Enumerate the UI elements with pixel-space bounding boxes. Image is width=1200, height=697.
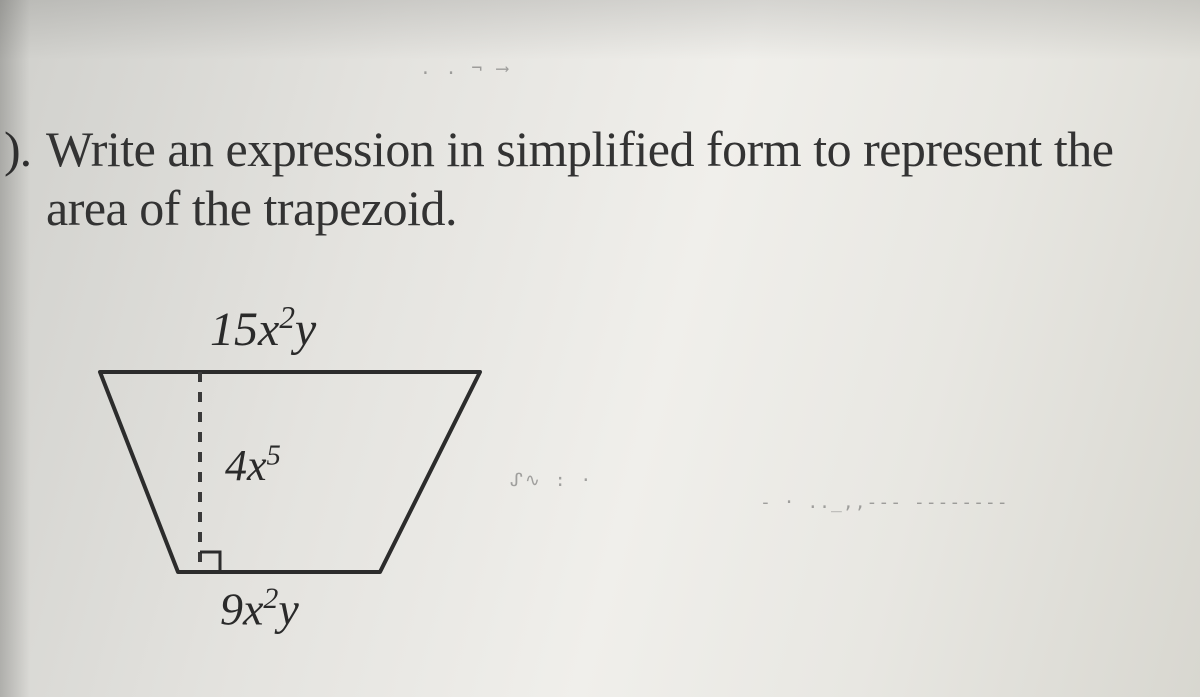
trapezoid-outline	[100, 372, 480, 572]
top-base-label: 15x2y	[210, 300, 316, 357]
coef: 15	[210, 303, 258, 356]
print-noise: - · .._,,--- --------	[760, 492, 1009, 513]
var: x	[247, 441, 267, 490]
problem-block: ). Write an expression in simplified for…	[32, 120, 1160, 238]
problem-text: Write an expression in simplified form t…	[46, 120, 1160, 238]
exp: 2	[263, 582, 278, 615]
tail: y	[278, 583, 298, 634]
trapezoid-svg	[90, 362, 490, 592]
coef: 9	[220, 583, 243, 634]
page-shadow-top	[0, 0, 1200, 60]
print-noise: . . ¬ ⟶	[420, 58, 510, 79]
var: x	[258, 303, 279, 356]
right-angle-marker	[200, 552, 220, 572]
page-shadow-left	[0, 0, 30, 697]
var: x	[243, 583, 263, 634]
print-noise: ᔑ∿ : ·	[510, 470, 593, 491]
tail: y	[295, 303, 316, 356]
bottom-base-label: 9x2y	[220, 582, 299, 635]
trapezoid-figure: 15x2y 4x5 9x2y	[90, 300, 490, 640]
problem-number: ).	[4, 120, 31, 178]
exp: 2	[279, 300, 295, 335]
exp: 5	[267, 440, 281, 471]
coef: 4	[225, 441, 247, 490]
height-label: 4x5	[225, 440, 281, 491]
